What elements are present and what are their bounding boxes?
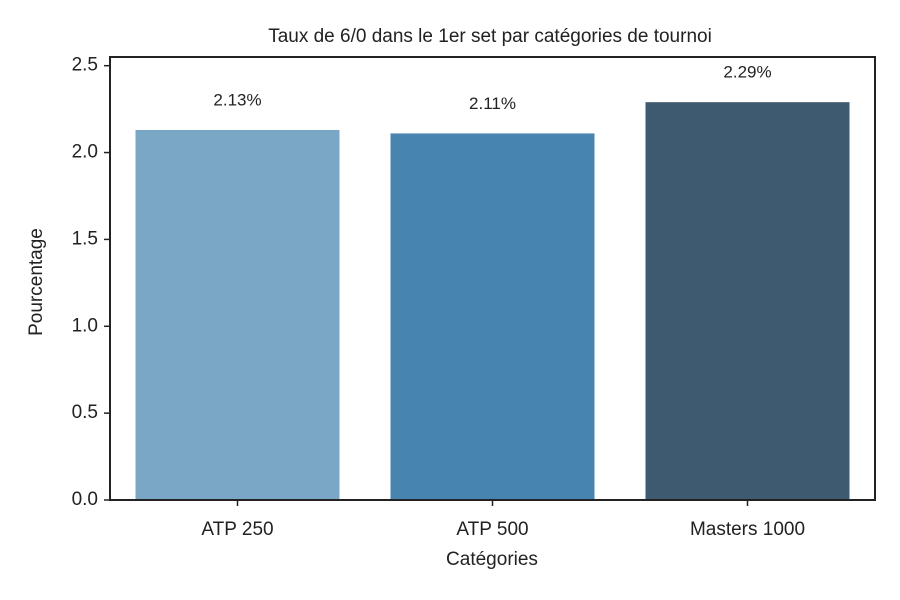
- chart-title: Taux de 6/0 dans le 1er set par catégori…: [268, 26, 712, 47]
- y-tick-label: 0.0: [72, 489, 98, 510]
- x-tick-label: Masters 1000: [690, 519, 805, 540]
- y-axis-label: Pourcentage: [26, 228, 47, 336]
- value-label: 2.29%: [723, 63, 771, 82]
- bar: [645, 102, 850, 500]
- y-tick-label: 2.0: [72, 142, 98, 163]
- y-tick-label: 2.5: [72, 55, 98, 76]
- x-axis-label: Catégories: [446, 549, 538, 570]
- x-tick-label: ATP 250: [201, 519, 273, 540]
- bar: [390, 133, 595, 500]
- y-tick-label: 1.0: [72, 315, 98, 336]
- value-label: 2.13%: [213, 90, 261, 109]
- plot-frame: [109, 56, 876, 501]
- value-label: 2.11%: [469, 94, 516, 113]
- y-tick-label: 1.5: [72, 228, 98, 249]
- y-tick-label: 0.5: [72, 402, 98, 423]
- bar: [135, 129, 340, 500]
- x-tick-label: ATP 500: [456, 519, 528, 540]
